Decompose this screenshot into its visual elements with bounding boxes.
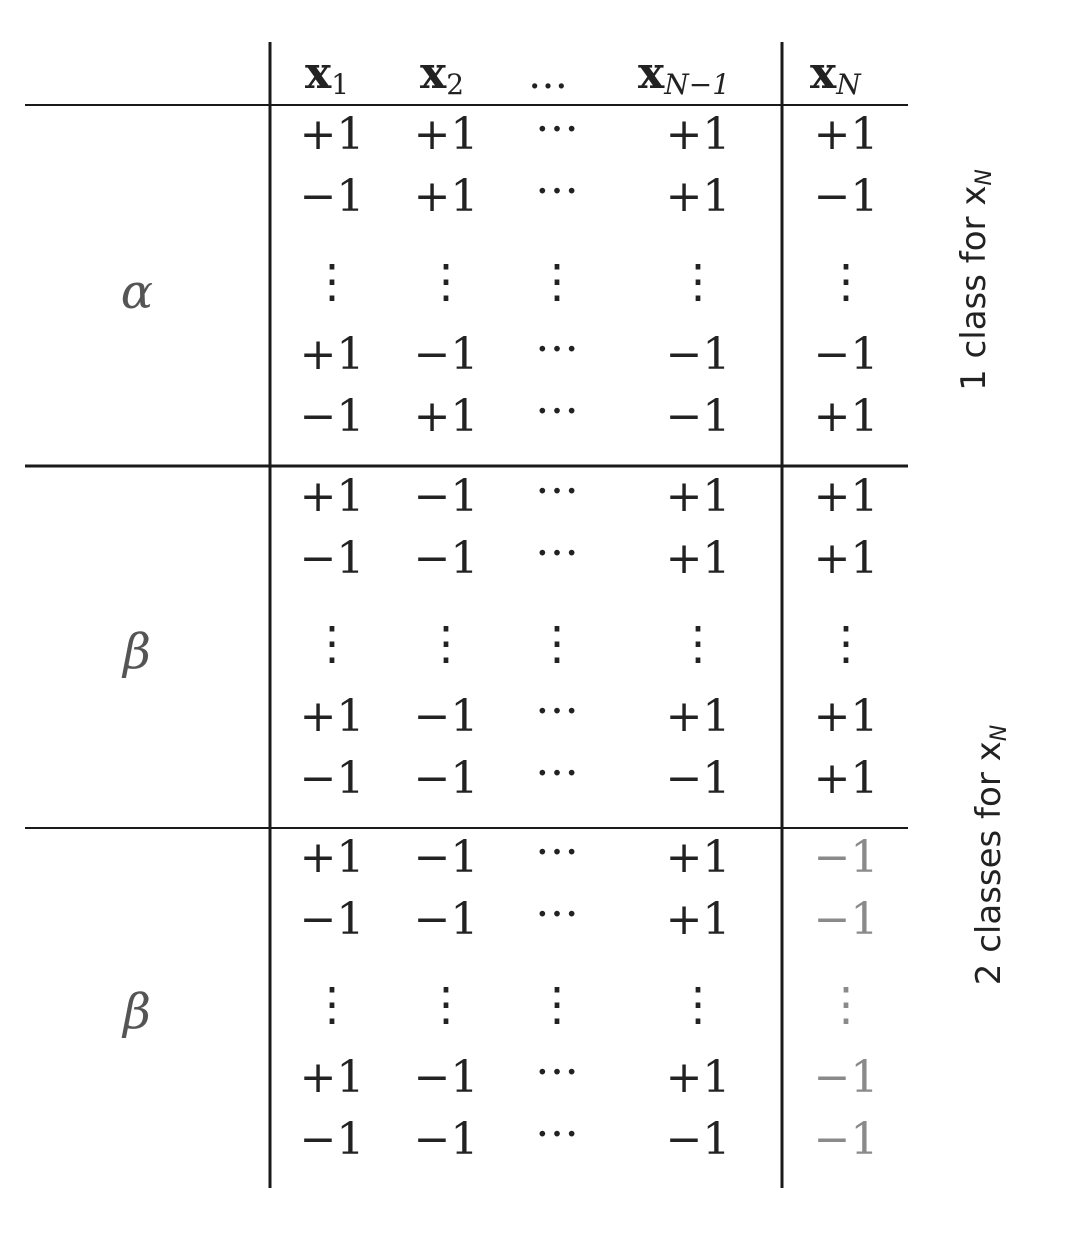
table-cell: …	[535, 311, 579, 362]
table-cell: ⋮	[423, 977, 469, 1031]
table-cell: +1	[300, 1052, 365, 1103]
table-cell: −1	[814, 329, 879, 380]
table-cell: ⋮	[534, 977, 580, 1031]
table-cell: −1	[414, 471, 479, 522]
table-cell: +1	[300, 109, 365, 160]
table-cell: +1	[666, 109, 731, 160]
table-cell: ⋮	[309, 254, 355, 308]
table-cells: +1 +1 … +1 +1 −1 +1 … +1 −1 ⋮ ⋮ ⋮ ⋮ ⋮ +1 −1 … −1 −1 −1 +1 … −1 +…	[300, 91, 879, 1165]
table-cell: +1	[300, 832, 365, 883]
table-cell: −1	[414, 329, 479, 380]
table-cell: ⋮	[534, 254, 580, 308]
table-cell: …	[535, 453, 579, 504]
table-grid	[25, 42, 908, 1188]
side-label-two-classes: 2 classes for xN	[969, 725, 1012, 985]
table-cell: …	[535, 373, 579, 424]
col-header-ellipsis: …	[528, 52, 568, 98]
table-cell: −1	[300, 1114, 365, 1165]
table-cell: ⋮	[423, 616, 469, 670]
table-cell: +1	[814, 471, 879, 522]
table-cell: …	[535, 153, 579, 204]
table-cell: +1	[666, 171, 731, 222]
table-cell: +1	[666, 691, 731, 742]
col-header-x2: x2	[420, 48, 464, 101]
table-cell: …	[535, 1096, 579, 1147]
table-cell: −1	[414, 1052, 479, 1103]
table-cell: −1	[814, 1052, 879, 1103]
table-cell: +1	[300, 471, 365, 522]
col-header-xn: xN	[810, 48, 862, 101]
col-header-xn-1: xN−1	[638, 48, 730, 101]
table-cell: ⋮	[309, 616, 355, 670]
group-label-beta-1: β	[121, 624, 151, 680]
table-cell: +1	[300, 329, 365, 380]
table-cell: ⋮	[423, 254, 469, 308]
table-cell: +1	[414, 109, 479, 160]
group-labels: α β β	[121, 264, 153, 1040]
table-cell: −1	[666, 391, 731, 442]
table-cell: −1	[414, 832, 479, 883]
table-cell: −1	[300, 171, 365, 222]
table-cell: +1	[300, 691, 365, 742]
table-cell: ⋮	[675, 616, 721, 670]
table-cell: −1	[414, 894, 479, 945]
table-cell: −1	[414, 1114, 479, 1165]
table-cell: ⋮	[823, 977, 869, 1031]
table-cell: …	[535, 735, 579, 786]
side-annotations: 1 class for xN 2 classes for xN	[954, 169, 1012, 985]
table-cell: …	[535, 673, 579, 724]
table-cell: +1	[814, 691, 879, 742]
table-cell: +1	[814, 109, 879, 160]
table-cell: +1	[414, 391, 479, 442]
table-cell: +1	[666, 832, 731, 883]
table-cell: −1	[300, 533, 365, 584]
table-cell: −1	[300, 894, 365, 945]
table-cell: −1	[666, 1114, 731, 1165]
table-cell: +1	[666, 894, 731, 945]
table-cell: ⋮	[534, 616, 580, 670]
table-cell: −1	[414, 691, 479, 742]
col-header-x1: x1	[305, 48, 349, 101]
table-cell: +1	[414, 171, 479, 222]
side-label-one-class: 1 class for xN	[954, 169, 997, 391]
table-cell: +1	[814, 753, 879, 804]
table-cell: −1	[814, 894, 879, 945]
table-cell: −1	[814, 171, 879, 222]
table-cell: −1	[666, 753, 731, 804]
table-cell: −1	[814, 832, 879, 883]
table-cell: ⋮	[675, 254, 721, 308]
table-cell: −1	[666, 329, 731, 380]
table-cell: …	[535, 814, 579, 865]
table-cell: …	[535, 515, 579, 566]
table-cell: −1	[300, 391, 365, 442]
table-cell: −1	[414, 753, 479, 804]
table-cell: …	[535, 1034, 579, 1085]
table-cell: …	[535, 876, 579, 927]
table-cell: +1	[666, 1052, 731, 1103]
group-label-alpha: α	[121, 264, 153, 320]
table-cell: …	[535, 91, 579, 142]
table-cell: +1	[814, 391, 879, 442]
table-cell: ⋮	[823, 616, 869, 670]
table-cell: +1	[814, 533, 879, 584]
table-cell: −1	[814, 1114, 879, 1165]
column-headers: x1 x2 … xN−1 xN	[305, 48, 862, 101]
table-cell: ⋮	[675, 977, 721, 1031]
table-cell: +1	[666, 533, 731, 584]
table-cell: +1	[666, 471, 731, 522]
group-label-beta-2: β	[121, 984, 151, 1040]
table-cell: ⋮	[823, 254, 869, 308]
table-cell: −1	[300, 753, 365, 804]
table-cell: ⋮	[309, 977, 355, 1031]
table-cell: −1	[414, 533, 479, 584]
